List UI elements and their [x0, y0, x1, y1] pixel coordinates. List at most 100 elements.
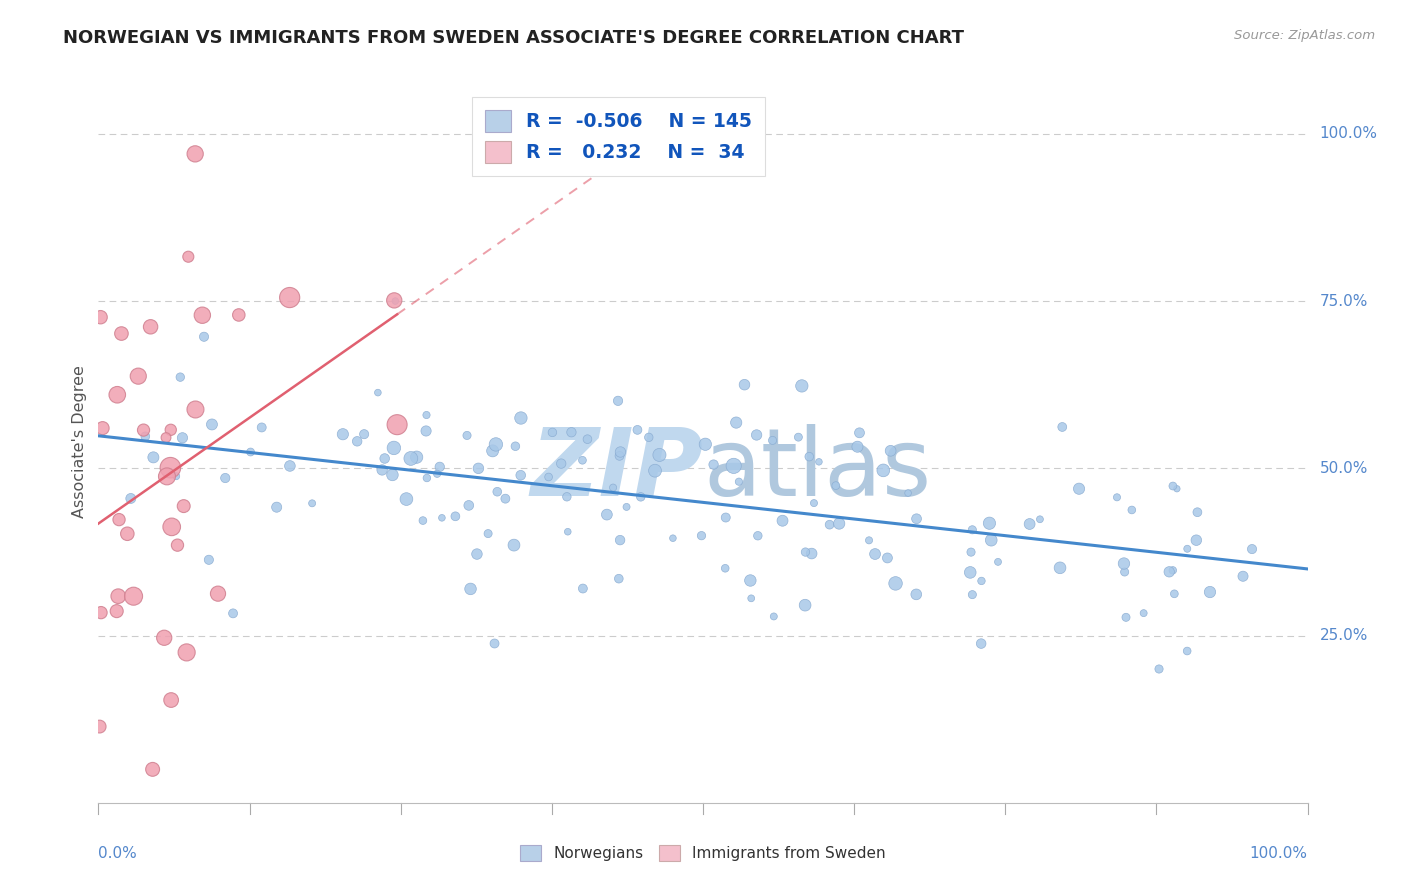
Point	[1114, 565, 1136, 579]
Point	[799, 450, 821, 464]
Point	[191, 308, 214, 322]
Point	[740, 574, 762, 588]
Point	[846, 440, 869, 454]
Point	[728, 475, 751, 489]
Point	[426, 467, 449, 481]
Point	[367, 385, 389, 400]
Point	[222, 607, 245, 621]
Point	[828, 516, 851, 531]
Point	[607, 572, 630, 586]
Point	[818, 517, 841, 532]
Point	[127, 369, 149, 384]
Point	[987, 555, 1010, 569]
Point	[1052, 420, 1074, 434]
Point	[415, 424, 437, 438]
Text: atlas: atlas	[703, 425, 931, 516]
Point	[214, 471, 236, 485]
Point	[648, 448, 671, 462]
Point	[429, 459, 451, 474]
Point	[555, 490, 578, 504]
Point	[1029, 512, 1052, 526]
Point	[560, 425, 582, 440]
Point	[395, 492, 418, 507]
Text: 0.0%: 0.0%	[98, 847, 138, 861]
Point	[787, 430, 810, 444]
Point	[897, 486, 920, 500]
Point	[772, 514, 794, 528]
Text: 100.0%: 100.0%	[1320, 127, 1378, 141]
Point	[1163, 587, 1185, 601]
Point	[444, 509, 467, 524]
Point	[550, 457, 572, 471]
Point	[858, 533, 880, 548]
Point	[160, 520, 183, 534]
Point	[132, 423, 155, 437]
Point	[184, 146, 207, 161]
Point	[385, 417, 408, 432]
Point	[761, 434, 783, 448]
Point	[1049, 561, 1071, 575]
Point	[90, 606, 112, 620]
Point	[848, 425, 870, 440]
Point	[824, 478, 846, 492]
Point	[155, 431, 177, 445]
Point	[117, 526, 139, 541]
Point	[1121, 503, 1143, 517]
Legend: Norwegians, Immigrants from Sweden: Norwegians, Immigrants from Sweden	[513, 839, 893, 867]
Point	[416, 471, 439, 485]
Point	[1232, 569, 1254, 583]
Point	[91, 421, 114, 435]
Point	[477, 526, 499, 541]
Point	[278, 458, 301, 473]
Point	[89, 720, 111, 734]
Point	[503, 538, 526, 552]
Point	[484, 636, 506, 650]
Y-axis label: Associate's Degree: Associate's Degree	[72, 365, 87, 518]
Point	[537, 470, 560, 484]
Point	[790, 379, 813, 393]
Point	[465, 547, 488, 561]
Point	[485, 437, 508, 451]
Point	[572, 582, 595, 596]
Point	[1067, 482, 1090, 496]
Point	[107, 589, 129, 603]
Point	[962, 588, 984, 602]
Point	[332, 427, 354, 442]
Point	[1166, 482, 1188, 496]
Point	[747, 529, 769, 543]
Point	[1115, 610, 1137, 624]
Point	[159, 423, 181, 437]
Point	[198, 553, 221, 567]
Point	[509, 411, 531, 425]
Point	[1161, 479, 1184, 493]
Point	[159, 460, 181, 475]
Point	[142, 762, 165, 776]
Point	[1112, 557, 1135, 571]
Point	[609, 449, 631, 463]
Point	[596, 508, 619, 522]
Point	[960, 545, 983, 559]
Point	[794, 598, 817, 612]
Point	[876, 550, 898, 565]
Point	[412, 514, 434, 528]
Point	[353, 427, 375, 442]
Point	[153, 631, 176, 645]
Point	[970, 574, 993, 588]
Point	[745, 428, 768, 442]
Point	[457, 499, 479, 513]
Point	[607, 393, 630, 408]
Point	[1159, 565, 1181, 579]
Point	[905, 587, 928, 601]
Point	[690, 529, 713, 543]
Point	[184, 402, 207, 417]
Point	[703, 458, 725, 472]
Point	[662, 531, 685, 545]
Point	[1147, 662, 1170, 676]
Point	[201, 417, 224, 432]
Point	[637, 430, 659, 444]
Point	[250, 420, 273, 434]
Point	[1187, 505, 1209, 519]
Point	[105, 388, 128, 402]
Point	[723, 458, 745, 473]
Text: 100.0%: 100.0%	[1250, 847, 1308, 861]
